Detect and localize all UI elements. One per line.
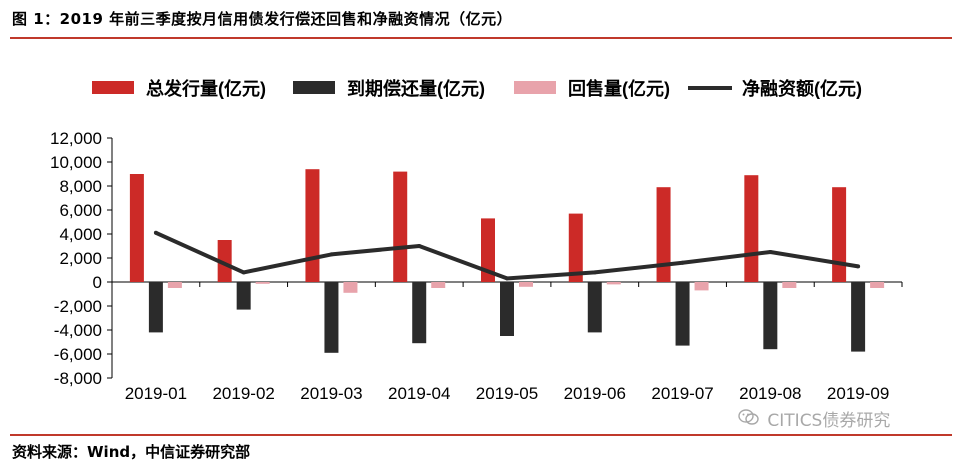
x-tick-label: 2019-02 (212, 384, 274, 403)
source-divider (10, 434, 952, 436)
bar (167, 282, 182, 288)
bar-series-group (129, 169, 885, 353)
x-tick-label: 2019-05 (476, 384, 538, 403)
legend-label: 净融资额(亿元) (742, 78, 862, 99)
line-point (768, 250, 773, 254)
y-tick-label: 8,000 (59, 177, 102, 196)
bar (236, 282, 251, 310)
y-tick-label: 10,000 (50, 153, 102, 172)
line-point (856, 264, 861, 269)
y-tick-label: 2,000 (59, 249, 102, 268)
bar (431, 282, 446, 288)
y-tick-label: 0 (93, 273, 102, 292)
bar (519, 282, 533, 287)
line-point (592, 270, 597, 275)
bar (148, 282, 163, 333)
wechat-icon (738, 408, 760, 431)
y-tick-label: -4,000 (54, 321, 102, 340)
y-tick-label: -6,000 (54, 345, 102, 364)
line-point (241, 270, 246, 275)
line-point (329, 252, 334, 257)
x-tick-label: 2019-03 (300, 384, 362, 403)
legend-swatch (92, 81, 134, 94)
line-point (417, 244, 422, 248)
y-tick-label: -2,000 (54, 297, 102, 316)
figure-title: 图 1：2019 年前三季度按月信用债发行偿还回售和净融资情况（亿元） (12, 10, 513, 28)
x-tick-label: 2019-09 (827, 384, 889, 403)
line-point (153, 230, 158, 235)
bar (343, 282, 358, 293)
legend-label: 总发行量(亿元) (146, 78, 266, 99)
bar (606, 282, 621, 285)
bar (851, 282, 866, 352)
legend-label: 回售量(亿元) (568, 78, 670, 99)
bar (217, 240, 232, 282)
y-tick-label: 4,000 (59, 225, 102, 244)
x-tick-label: 2019-08 (739, 384, 801, 403)
line-point (680, 260, 685, 265)
bar (324, 282, 339, 353)
bar (481, 218, 495, 282)
x-tick-label: 2019-07 (651, 384, 713, 403)
watermark: CITICS债券研究 (738, 406, 890, 431)
bar (694, 282, 709, 291)
line-series-group (153, 230, 861, 281)
legend-swatch (514, 81, 556, 94)
source-note: 资料来源：Wind，中信证券研究部 (12, 443, 251, 461)
bar (656, 187, 671, 282)
legend-label: 到期偿还量(亿元) (347, 78, 485, 99)
bar (568, 213, 583, 282)
bar (832, 187, 847, 282)
bar (500, 282, 514, 336)
x-tick-label: 2019-01 (125, 384, 187, 403)
bar (129, 174, 144, 282)
y-axis: 12,000 10,000 8,000 6,000 4,000 2,000 0 -2,000 -… (50, 129, 113, 388)
line-point (505, 276, 509, 281)
x-axis: 2019-01 2019-02 2019-03 2019-04 2019-05 2019-… (111, 281, 903, 403)
bar (763, 282, 778, 350)
x-tick-label: 2019-04 (388, 384, 450, 403)
y-tick-label: 6,000 (59, 201, 102, 220)
bar (675, 282, 690, 346)
legend-swatch (293, 81, 335, 94)
bar (744, 175, 759, 282)
bar (412, 282, 427, 344)
chart-legend: 总发行量(亿元) 到期偿还量(亿元) 回售量(亿元) 净融资额(亿元) (92, 78, 862, 99)
x-tick-label: 2019-06 (564, 384, 626, 403)
watermark-text: CITICS债券研究 (767, 411, 891, 431)
title-divider (10, 37, 952, 39)
bar (782, 282, 797, 288)
bar (305, 169, 320, 282)
y-tick-label: -8,000 (54, 369, 102, 388)
bar (870, 282, 885, 288)
y-tick-label: 12,000 (50, 129, 102, 148)
bar (587, 282, 602, 333)
bar (393, 171, 408, 282)
bar (255, 282, 270, 284)
